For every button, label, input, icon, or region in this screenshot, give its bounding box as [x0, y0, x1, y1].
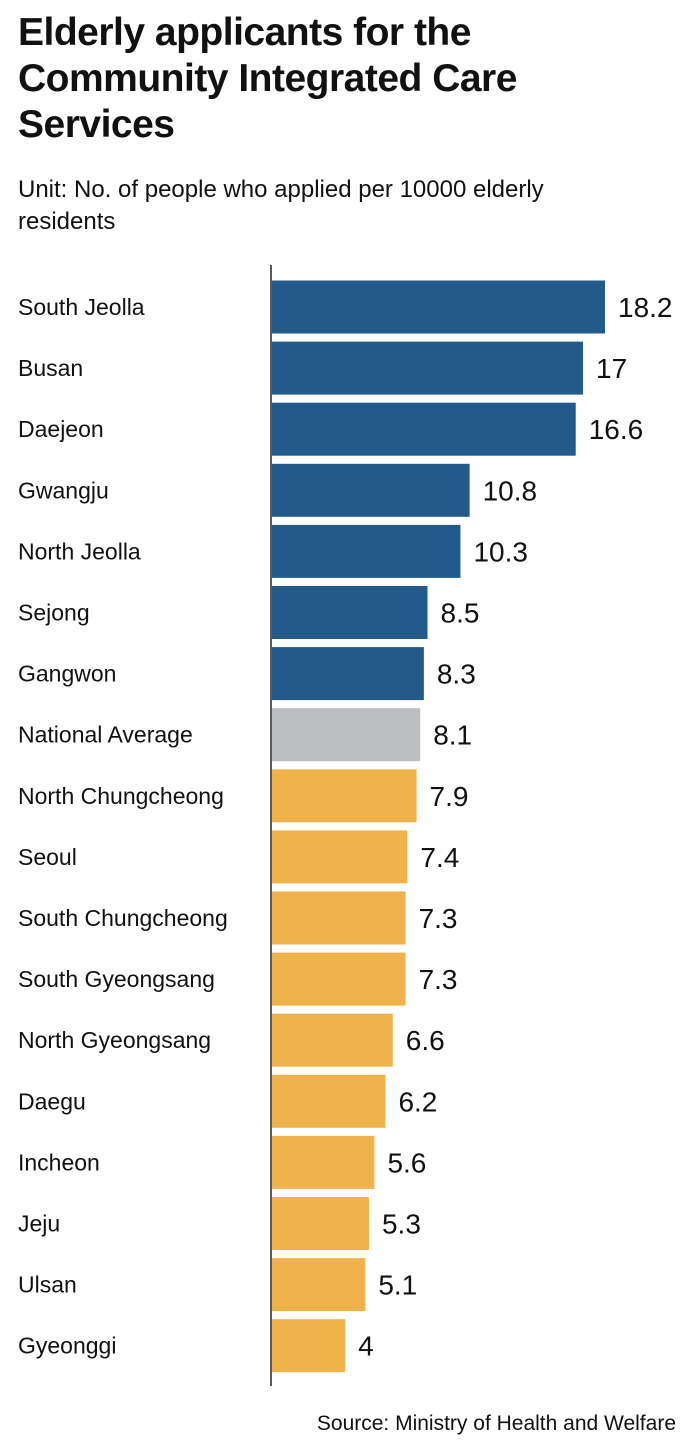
value-label: 5.3 [382, 1209, 421, 1240]
bar [272, 1319, 346, 1373]
bar [272, 769, 417, 823]
category-label: Gwangju [18, 477, 109, 503]
category-label: North Chungcheong [18, 783, 224, 809]
bar [272, 1258, 366, 1312]
category-label: National Average [18, 722, 193, 748]
value-label: 7.3 [419, 964, 458, 995]
bar [272, 647, 424, 701]
value-label: 7.4 [420, 842, 459, 873]
value-label: 10.3 [473, 536, 528, 567]
category-label: Daejeon [18, 416, 104, 442]
value-label: 7.9 [430, 781, 469, 812]
value-label: 6.6 [406, 1025, 445, 1056]
bar [272, 1074, 386, 1128]
category-label: North Gyeongsang [18, 1027, 211, 1053]
chart-title: Elderly applicants for the Community Int… [18, 11, 517, 146]
value-label: 8.3 [437, 659, 476, 690]
bar [272, 708, 421, 762]
value-label: 16.6 [589, 414, 644, 445]
category-label: Gyeonggi [18, 1333, 116, 1359]
bar [272, 1135, 375, 1189]
category-label: North Jeolla [18, 538, 141, 564]
value-label: 8.1 [433, 720, 472, 751]
value-label: 5.1 [378, 1270, 417, 1301]
category-label: Incheon [18, 1149, 100, 1175]
category-label: Busan [18, 355, 83, 381]
bar [272, 830, 408, 884]
category-label: Sejong [18, 600, 90, 626]
bar [272, 891, 406, 945]
value-label: 5.6 [387, 1147, 426, 1178]
source-note: Source: Ministry of Health and Welfare [316, 1412, 676, 1435]
category-label: Gangwon [18, 661, 116, 687]
value-label: 7.3 [419, 903, 458, 934]
category-label: Seoul [18, 844, 77, 870]
value-label: 8.5 [441, 598, 480, 629]
value-label: 17 [596, 353, 627, 384]
bar [272, 402, 576, 456]
bar [272, 952, 406, 1006]
bar [272, 280, 605, 334]
value-label: 10.8 [483, 475, 537, 506]
bar [272, 1013, 393, 1067]
bar [272, 586, 428, 639]
category-label: Ulsan [18, 1272, 77, 1298]
bar [272, 463, 470, 517]
category-label: Daegu [18, 1088, 86, 1114]
category-label: Jeju [18, 1211, 60, 1237]
value-label: 6.2 [398, 1086, 437, 1117]
bar [272, 341, 584, 395]
bar [272, 524, 461, 578]
value-label: 18.2 [618, 292, 673, 323]
chart-subtitle: Unit: No. of people who applied per 1000… [18, 176, 544, 235]
value-label: 4 [358, 1331, 374, 1362]
category-label: South Chungcheong [18, 905, 228, 931]
category-label: South Gyeongsang [18, 966, 215, 992]
bar [272, 1197, 369, 1250]
category-label: South Jeolla [18, 294, 145, 320]
